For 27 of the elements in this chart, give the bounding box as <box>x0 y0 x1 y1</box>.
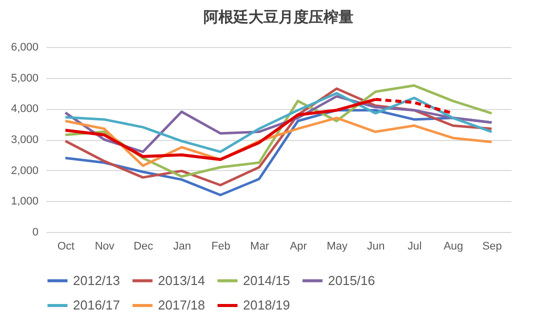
x-tick-label: Apr <box>290 240 308 252</box>
x-tick-label: Jul <box>408 240 422 252</box>
x-tick-label: Dec <box>134 240 154 252</box>
y-tick-label: 6,000 <box>10 42 38 54</box>
legend-label: 2012/13 <box>73 272 120 288</box>
legend-label: 2017/18 <box>158 298 205 312</box>
y-tick-label: 3,000 <box>10 134 38 146</box>
x-tick-label: Feb <box>211 240 230 252</box>
y-tick-label: 4,000 <box>10 103 38 116</box>
legend-label: 2018/19 <box>243 298 290 312</box>
x-tick-label: Oct <box>57 240 74 252</box>
y-tick-label: 0 <box>32 226 38 238</box>
legend-label: 2016/17 <box>73 298 120 312</box>
y-tick-label: 2,000 <box>10 164 38 177</box>
x-tick-label: Aug <box>444 240 464 252</box>
x-tick-label: Sep <box>482 240 502 252</box>
x-tick-label: May <box>326 240 348 252</box>
chart-title: 阿根廷大豆月度压榨量 <box>204 8 354 26</box>
x-tick-label: Jun <box>367 240 385 252</box>
x-tick-label: Mar <box>250 240 270 252</box>
legend-label: 2015/16 <box>328 272 375 288</box>
legend-label: 2014/15 <box>243 272 290 288</box>
x-tick-label: Nov <box>94 240 115 252</box>
legend-label: 2013/14 <box>158 272 205 288</box>
y-tick-label: 5,000 <box>10 72 38 84</box>
y-tick-label: 1,000 <box>10 196 38 208</box>
x-tick-label: Jan <box>173 240 191 252</box>
